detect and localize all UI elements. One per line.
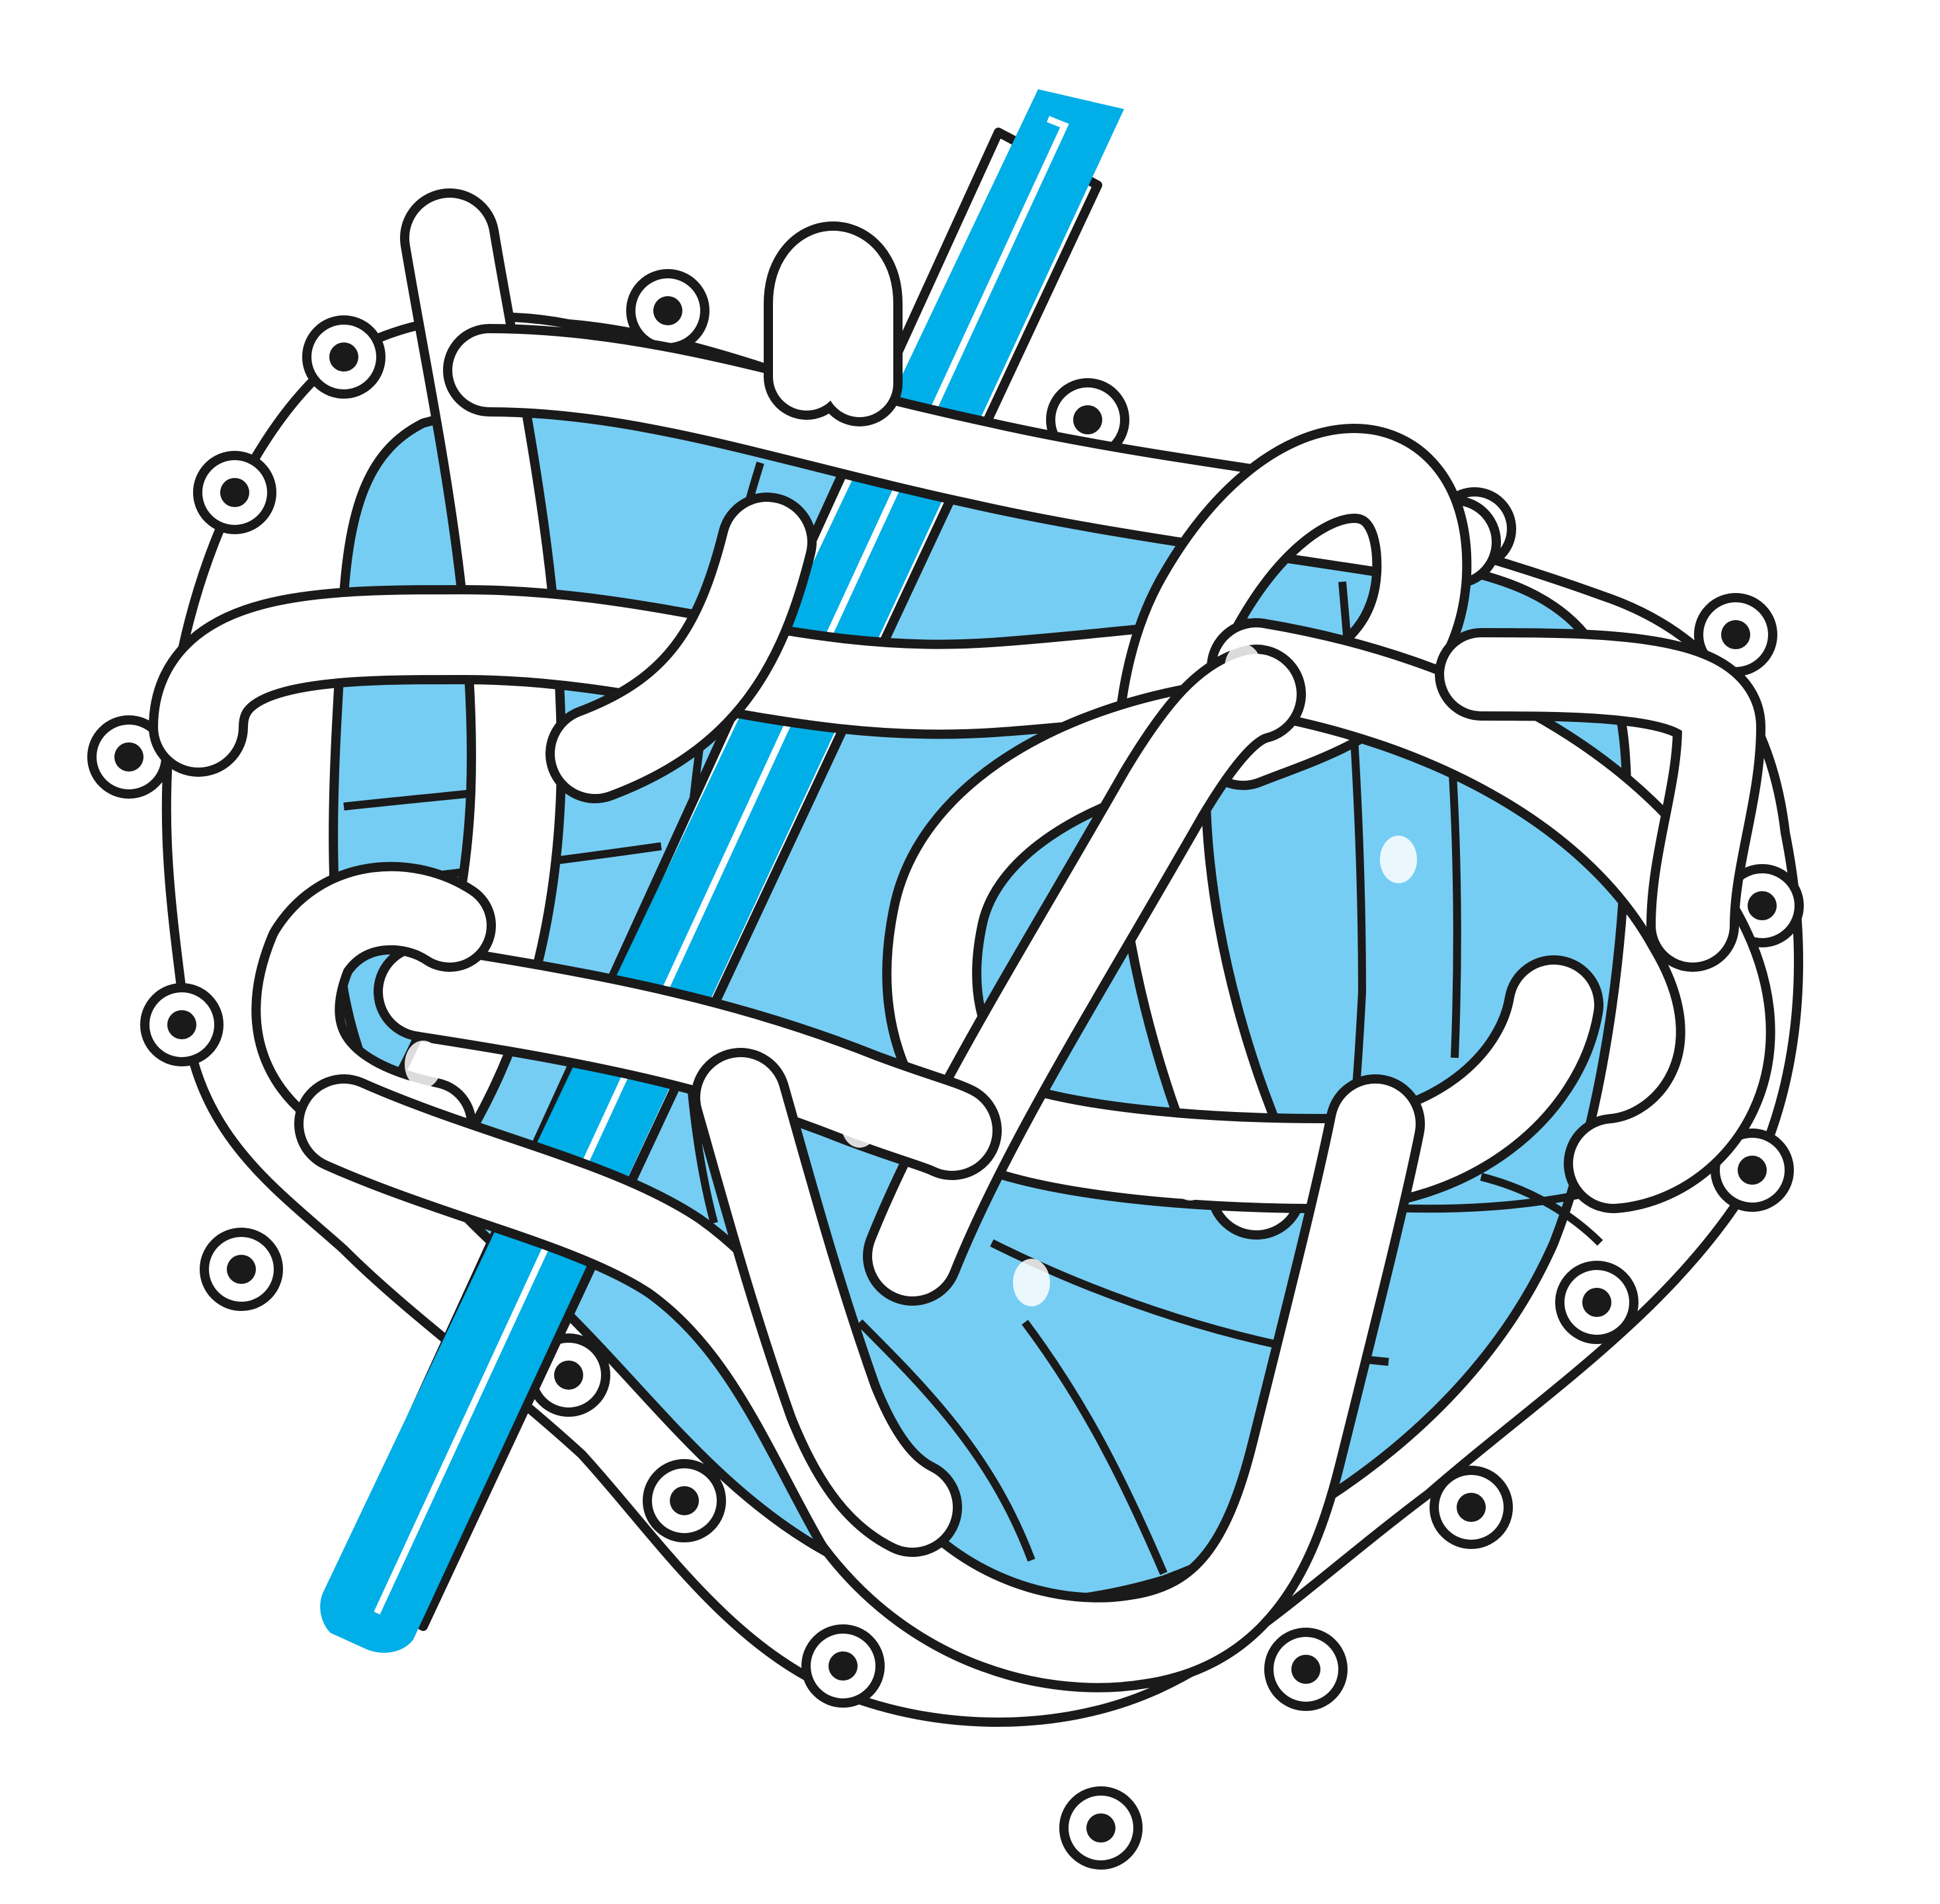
bead-5 — [200, 1228, 283, 1311]
strands — [149, 188, 1775, 1692]
strand-bottom-sweep — [294, 1074, 1425, 1692]
bead-9 — [1059, 1786, 1143, 1870]
bead-1 — [302, 315, 385, 399]
strand-diagonal-upper — [546, 493, 817, 803]
core-highlights — [405, 518, 1566, 1472]
bead-3 — [87, 715, 171, 799]
rod-highlight — [374, 116, 1069, 1615]
bead-13 — [1711, 1129, 1794, 1212]
bead-11 — [1430, 1466, 1513, 1549]
bead-2 — [193, 451, 276, 534]
strand-center-down — [691, 1048, 962, 1557]
strand-upper-small-loop — [764, 221, 903, 426]
bead-10 — [1264, 1628, 1348, 1711]
bead-7 — [643, 1459, 726, 1542]
bead-15 — [1694, 593, 1777, 676]
bead-8 — [801, 1624, 885, 1708]
bead-4 — [140, 983, 223, 1066]
bead-12 — [1555, 1261, 1638, 1344]
bead-18 — [626, 269, 709, 352]
strand-far-right — [1435, 628, 1765, 972]
